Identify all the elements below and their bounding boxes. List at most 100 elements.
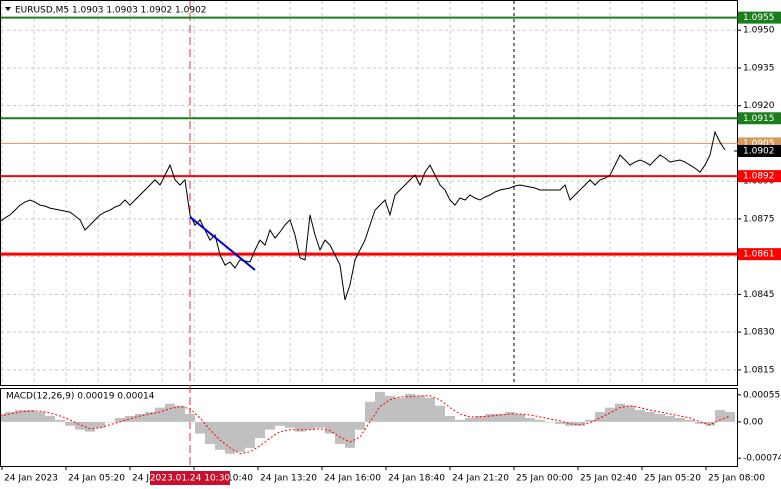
macd-bar <box>85 421 95 432</box>
macd-bar <box>5 412 15 422</box>
macd-bar <box>575 421 585 426</box>
level-label-box <box>738 248 781 261</box>
macd-bar <box>15 410 25 422</box>
macd-bar <box>355 421 365 430</box>
macd-bar <box>685 419 695 422</box>
macd-bar <box>465 417 475 422</box>
x-tick-label: 24 Jan 16:00 <box>324 474 381 484</box>
y-tick-label: 1.0935 <box>743 63 775 73</box>
macd-bar <box>595 412 605 422</box>
macd-bar <box>55 419 65 422</box>
macd-bar <box>295 421 305 432</box>
macd-bar <box>335 421 345 444</box>
y-tick-label: 0.00055 <box>743 390 780 400</box>
price-line <box>0 130 726 301</box>
y-tick-label: 1.0950 <box>743 26 775 36</box>
x-tick-label: 24 Jan 13:20 <box>260 474 317 484</box>
macd-bar <box>315 421 325 428</box>
title-arrow <box>5 7 11 11</box>
macd-bar <box>235 421 245 452</box>
macd-bar <box>635 410 645 422</box>
macd-bar <box>395 397 405 422</box>
main-pane <box>0 0 738 386</box>
macd-bar <box>375 391 385 422</box>
macd-bar <box>195 421 205 434</box>
macd-bar <box>645 412 655 422</box>
level-label-box <box>738 170 781 183</box>
x-tick-label: 25 Jan 05:20 <box>644 474 701 484</box>
level-label: 1.0955 <box>743 13 775 23</box>
chart-title: EURUSD,M5 1.0903 1.0903 1.0902 1.0902 <box>15 6 207 16</box>
x-tick-label: 25 Jan 08:00 <box>708 474 765 484</box>
macd-bar <box>125 415 135 422</box>
x-tick-label: 24 Jan 2023 <box>4 474 58 484</box>
macd-title: MACD(12,26,9) 0.00019 0.00014 <box>6 392 155 402</box>
macd-bar <box>725 412 735 422</box>
macd-bar <box>155 407 165 422</box>
macd-bar <box>615 403 625 422</box>
y-tick-label: 1.0815 <box>743 365 775 375</box>
macd-bar <box>115 417 125 422</box>
macd-bar <box>475 415 485 422</box>
macd-bar <box>145 412 155 422</box>
macd-bar <box>385 395 395 422</box>
macd-bar <box>95 421 105 428</box>
macd-bar <box>365 401 375 422</box>
macd-bar <box>105 421 115 423</box>
macd-bar <box>215 421 225 450</box>
macd-bar <box>675 417 685 422</box>
macd-bar <box>405 393 415 422</box>
macd-bar <box>535 419 545 422</box>
macd-bar <box>655 414 665 422</box>
level-label-box <box>738 11 781 24</box>
x-tick-label: 24 Jan 21:20 <box>452 474 509 484</box>
level-label: 1.0892 <box>743 172 775 182</box>
level-label: 1.0905 <box>743 139 775 149</box>
macd-bar <box>45 415 55 422</box>
macd-bar <box>625 405 635 422</box>
macd-bar <box>345 421 355 448</box>
macd-bar <box>415 395 425 422</box>
macd-bar <box>305 421 315 430</box>
macd-bar <box>695 421 705 424</box>
x-tick-label: 24 Jan 18:40 <box>388 474 445 484</box>
macd-bar <box>555 421 565 424</box>
macd-bar <box>605 407 615 422</box>
macd-bar <box>135 414 145 422</box>
macd-bar <box>525 417 535 422</box>
macd-bar <box>265 421 275 430</box>
y-tick-label: 1.0845 <box>743 290 775 300</box>
macd-bar <box>25 410 35 422</box>
macd-bar <box>75 421 85 430</box>
crosshair-label-box <box>150 471 230 485</box>
x-tick-label: 24 Jan 05:20 <box>68 474 125 484</box>
x-tick-label: 25 Jan 02:40 <box>580 474 637 484</box>
y-tick-label: 1.0875 <box>743 214 775 224</box>
level-label: 1.0915 <box>743 114 775 124</box>
macd-bar <box>505 412 515 422</box>
macd-bar <box>425 397 435 422</box>
y-tick-label: 0.00 <box>743 417 763 427</box>
crosshair-label: 2023.01.24 10:30 <box>150 474 231 484</box>
macd-bar <box>285 421 295 428</box>
y-tick-label: 1.0920 <box>743 101 775 111</box>
macd-bar <box>705 421 715 426</box>
last-price-box <box>738 144 781 157</box>
macd-bar <box>585 419 595 422</box>
macd-bar <box>515 414 525 422</box>
level-label-box <box>738 112 781 125</box>
trend-line <box>189 216 256 271</box>
macd-bar <box>225 421 235 454</box>
level-label: 1.0861 <box>743 250 775 260</box>
y-tick-label: -0.00074 <box>743 454 781 464</box>
macd-bar <box>715 410 725 422</box>
macd-bar <box>255 421 265 439</box>
macd-bar <box>65 421 75 426</box>
macd-bar <box>275 421 285 426</box>
macd-bar <box>435 405 445 422</box>
macd-bar <box>165 403 175 422</box>
macd-bar <box>545 421 555 423</box>
x-tick-label: 25 Jan 00:00 <box>516 474 573 484</box>
last-price-label: 1.0902 <box>743 146 775 156</box>
